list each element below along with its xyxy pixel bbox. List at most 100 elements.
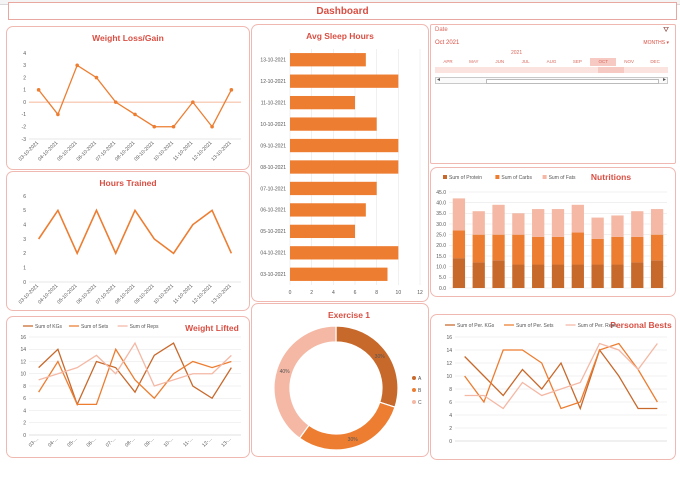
nutrition-legend-label: Sum of Fats (549, 175, 576, 181)
sleep-chart-panel[interactable]: Avg Sleep Hours 0 2 4 6 8 10 12 13-10-2021 12-10… (251, 24, 429, 302)
sleep-bar (290, 181, 377, 196)
dashboard-title-bar: Dashboard (8, 2, 677, 20)
exercise-chart-panel[interactable]: Exercise 1 30% 30% 40% A B C (251, 303, 429, 457)
date-slicer[interactable]: Date ⛛ Oct 2021 MONTHS ▾ 2021 APR MAY JUN J… (430, 24, 676, 164)
nutrition-bar-segment (472, 262, 485, 288)
time-level-dropdown[interactable]: MONTHS ▾ (643, 40, 669, 46)
nutrition-bar-segment (631, 262, 644, 288)
weight-ytick: -1 (22, 112, 27, 118)
weight-point (191, 100, 195, 104)
exercise-legend-swatch (412, 400, 416, 404)
month-sep[interactable]: SEP (572, 59, 582, 64)
nutrition-bar-segment (532, 209, 545, 237)
nutrition-bar-segment (512, 234, 525, 265)
sleep-bar (290, 53, 366, 67)
month-nov[interactable]: NOV (624, 59, 635, 64)
nutrition-bar-segment (611, 215, 624, 237)
hours-chart-panel[interactable]: Hours Trained 0 1 2 3 4 5 6 03-10-2021 04-10-202… (6, 171, 250, 311)
month-apr[interactable]: APR (443, 59, 453, 64)
sleep-ytick: 03-10-2021 (260, 272, 286, 278)
lifted-xtick: 04-... (47, 436, 59, 448)
nutrition-bar-segment (551, 236, 565, 265)
lifted-chart-panel[interactable]: Weight Lifted 0 2 4 6 8 10 12 14 16 03-... 04-... 0… (6, 316, 250, 458)
nutrition-ytick: 35.0 (436, 211, 446, 217)
lifted-ytick: 8 (23, 384, 26, 390)
weight-xtick: 10-10-2021 (153, 140, 175, 162)
nutrition-ytick: 15.0 (436, 254, 446, 260)
slicer-header: Date (435, 27, 448, 33)
hours-chart: Hours Trained 012345603-10-202104-10-202… (18, 178, 241, 306)
weight-point (171, 124, 176, 129)
nutrition-ytick: 20.0 (436, 243, 446, 249)
sleep-ytick: 09-10-2021 (260, 143, 286, 149)
weight-point (229, 88, 234, 92)
nutrition-chart-panel[interactable]: Nutritions 0.0 5.0 10.0 15.0 20.0 25.0 30.0 35.… (430, 167, 676, 297)
bests-ytick: 10 (446, 374, 452, 380)
nutrition-bar-segment (452, 198, 466, 231)
bests-series-line-1 (464, 342, 658, 410)
weight-point (56, 112, 60, 117)
nutrition-bar-segment (472, 211, 485, 235)
weight-point (75, 63, 79, 68)
nutrition-bar-segment (591, 264, 604, 288)
lifted-ytick: 4 (23, 408, 26, 414)
scroll-right-icon[interactable]: ▸ (662, 77, 666, 83)
weight-chart-panel[interactable]: Weight Loss/Gain -3 -2 -1 0 1 2 3 4 03-10-2021 04… (6, 26, 250, 170)
hours-ytick: 4 (23, 222, 26, 228)
weight-chart-title: Weight Loss/Gain (92, 33, 164, 43)
lifted-series-line-2 (38, 341, 232, 387)
nutrition-bar-segment (650, 234, 664, 261)
lifted-xtick: 05-... (66, 436, 78, 448)
scroll-left-icon[interactable]: ◂ (437, 77, 441, 83)
hours-ytick: 3 (23, 237, 26, 243)
sleep-ytick: 05-10-2021 (260, 229, 286, 235)
month-oct[interactable]: OCT (590, 58, 617, 66)
timeline-scrollbar[interactable]: ◂ ▸ (435, 77, 668, 84)
month-row: APR MAY JUN JUL AUG SEP OCT NOV DEC (435, 58, 668, 66)
sleep-xtick: 10 (396, 290, 402, 296)
timeline-selection[interactable] (598, 67, 624, 73)
nutrition-chart: Nutritions 0.0 5.0 10.0 15.0 20.0 25.0 30.0 35.… (436, 172, 667, 292)
sleep-xtick: 0 (289, 290, 292, 296)
sleep-bar (290, 224, 355, 239)
nutrition-legend-swatch (443, 175, 447, 179)
month-aug[interactable]: AUG (546, 59, 557, 64)
month-may[interactable]: MAY (469, 59, 479, 64)
exercise-legend-label: B (418, 388, 422, 394)
bests-legend-label: Sum of Per. KGs (457, 323, 495, 329)
bests-chart-title: Personal Bests (610, 320, 672, 330)
nutrition-bar-segment (492, 260, 505, 288)
lifted-ytick: 14 (20, 347, 26, 353)
month-jun[interactable]: JUN (495, 59, 505, 64)
exercise-slice (273, 325, 337, 439)
nutrition-chart-title: Nutritions (591, 172, 631, 182)
sleep-bar (290, 246, 399, 260)
bests-chart-panel[interactable]: Personal Bests 0 2 4 6 8 10 12 14 16 Sum of Per. … (430, 314, 676, 460)
nutrition-bar-segment (611, 264, 624, 288)
filter-clear-icon[interactable]: ⛛ (663, 27, 669, 34)
nutrition-bar-segment (611, 236, 624, 265)
lifted-xtick: 03-... (28, 436, 40, 448)
weight-point (152, 124, 157, 129)
exercise-legend-label: A (418, 376, 422, 382)
month-jul[interactable]: JUL (521, 59, 530, 64)
month-dec[interactable]: DEC (650, 59, 660, 64)
sleep-chart-title: Avg Sleep Hours (306, 31, 374, 41)
weight-ytick: 1 (23, 88, 26, 94)
timeline-bar[interactable] (435, 67, 668, 73)
nutrition-ytick: 10.0 (436, 264, 446, 270)
sleep-bar (290, 74, 399, 88)
scroll-thumb[interactable] (486, 79, 659, 84)
nutrition-bar-segment (571, 264, 584, 288)
lifted-series-line-1 (38, 347, 232, 406)
exercise-legend-label: C (418, 400, 422, 406)
lifted-xtick: 11-... (182, 436, 194, 448)
weight-ytick: 4 (23, 51, 26, 57)
weight-ytick: 0 (23, 100, 26, 106)
weight-ytick: 2 (23, 75, 26, 81)
nutrition-bar-segment (551, 264, 565, 288)
sleep-xtick: 12 (417, 290, 423, 296)
lifted-ytick: 10 (20, 372, 26, 378)
sleep-ytick: 10-10-2021 (260, 122, 286, 128)
weight-ytick: -3 (22, 137, 27, 143)
